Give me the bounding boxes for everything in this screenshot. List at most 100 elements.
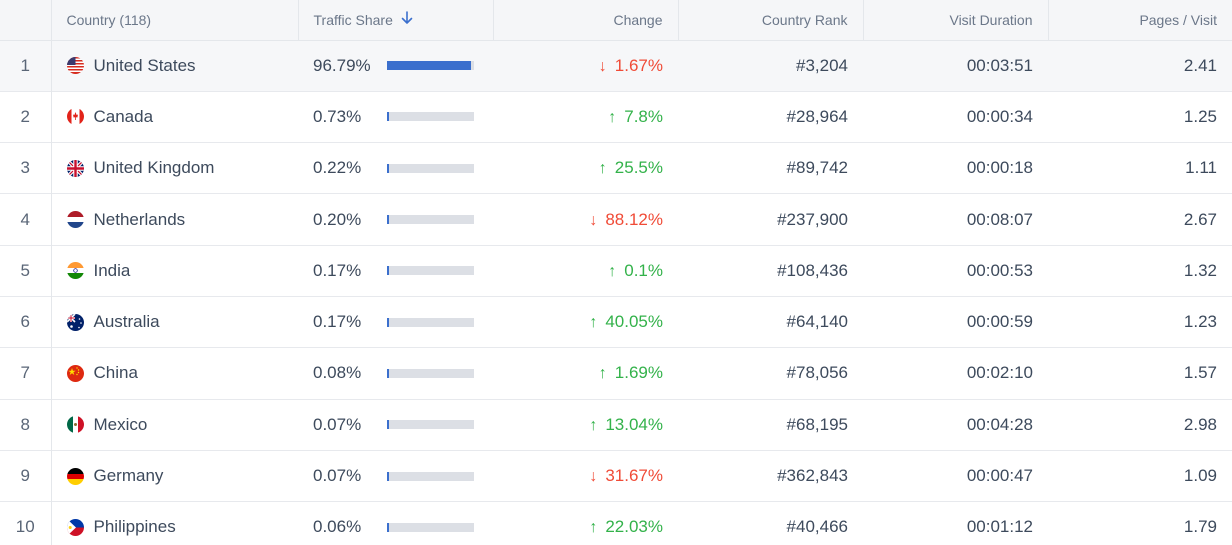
arrow-up-icon: ↑ <box>589 519 598 537</box>
change-cell: ↑ 7.8% <box>493 91 678 142</box>
row-index: 8 <box>0 399 52 451</box>
table-row[interactable]: 1 United States 96.79% ↓ 1.67% #3,204 00:03:51… <box>0 40 1232 92</box>
pages-visit-cell: 1.57 <box>1183 363 1217 383</box>
table-body: 1 United States 96.79% ↓ 1.67% #3,204 00:03:51… <box>0 40 1232 545</box>
table-row[interactable]: 7 China 0.08% ↑ 1.69% #78,056 00:02:10 1.57 <box>0 347 1232 400</box>
row-index: 9 <box>0 450 52 502</box>
arrow-up-icon: ↑ <box>598 365 607 383</box>
change-cell: ↓ 1.67% <box>493 40 678 91</box>
country-cell[interactable]: United States <box>51 40 298 91</box>
country-name[interactable]: China <box>93 363 138 383</box>
change-cell: ↑ 0.1% <box>493 245 678 296</box>
country-cell[interactable]: Philippines <box>51 502 298 545</box>
country-name[interactable]: Philippines <box>93 517 176 537</box>
change-cell: ↓ 88.12% <box>493 194 678 245</box>
country-name[interactable]: Germany <box>93 466 164 486</box>
traffic-share-cell: 0.17% <box>298 245 493 296</box>
country-column-header[interactable]: Country (118) <box>51 0 299 41</box>
country-rank-cell: #40,466 <box>786 517 848 537</box>
pages-visit-cell: 1.23 <box>1183 312 1217 332</box>
sort-descending-icon[interactable] <box>401 11 413 28</box>
pages-visit-cell: 1.09 <box>1183 466 1217 486</box>
change-value: 88.12% <box>605 209 663 229</box>
country-rank-cell: #108,436 <box>777 260 848 280</box>
traffic-share-value: 0.17% <box>313 312 362 332</box>
row-index: 3 <box>0 142 52 194</box>
row-index: 4 <box>0 193 52 246</box>
change-cell: ↑ 22.03% <box>493 502 678 545</box>
table-row[interactable]: 3 United Kingdom 0.22% ↑ 25.5% #89,742 00:00:1… <box>0 142 1232 194</box>
us-flag-icon <box>66 57 84 75</box>
visit-duration-cell: 00:02:10 <box>966 363 1033 383</box>
traffic-share-bar <box>387 163 474 173</box>
change-cell: ↑ 40.05% <box>493 296 678 347</box>
pages-visit-cell: 1.25 <box>1183 106 1217 126</box>
traffic-share-value: 0.07% <box>313 466 362 486</box>
traffic-share-bar <box>387 471 474 481</box>
table-row[interactable]: 6 Australia 0.17% ↑ 40.05% #64,140 00:00:59 1.2… <box>0 296 1232 348</box>
pages-visit-column-header[interactable]: Pages / Visit <box>1048 0 1232 41</box>
country-name[interactable]: Mexico <box>93 414 148 434</box>
table-row[interactable]: 9 Germany 0.07% ↓ 31.67% #362,843 00:00:47 1.09 <box>0 450 1232 502</box>
traffic-share-column-header[interactable]: Traffic Share <box>298 0 494 41</box>
arrow-up-icon: ↑ <box>608 262 617 280</box>
table-row[interactable]: 4 Netherlands 0.20% ↓ 88.12% #237,900 00:08:07… <box>0 193 1232 246</box>
traffic-share-bar <box>387 112 474 122</box>
visit-duration-cell: 00:00:59 <box>966 312 1033 332</box>
country-name[interactable]: Australia <box>93 312 160 332</box>
traffic-share-bar-fill <box>387 266 389 276</box>
traffic-share-cell: 0.17% <box>298 296 493 347</box>
table-row[interactable]: 8 Mexico 0.07% ↑ 13.04% #68,195 00:04:28 2.98 <box>0 399 1232 451</box>
traffic-share-bar-fill <box>387 368 389 378</box>
country-name[interactable]: India <box>93 260 131 280</box>
country-cell[interactable]: Germany <box>51 450 298 501</box>
country-cell[interactable]: China <box>51 348 298 399</box>
arrow-up-icon: ↑ <box>608 108 617 126</box>
change-value: 31.67% <box>605 466 663 486</box>
country-rank-cell: #64,140 <box>786 312 848 332</box>
traffic-share-bar-fill <box>387 61 472 71</box>
table-row[interactable]: 5 India 0.17% ↑ 0.1% #108,436 00:00:53 1.32 <box>0 245 1232 297</box>
visit-duration-cell: 00:00:34 <box>966 106 1033 126</box>
table-row[interactable]: 2 Canada 0.73% ↑ 7.8% #28,964 00:00:34 1.25 <box>0 91 1232 143</box>
country-name[interactable]: United Kingdom <box>93 158 215 178</box>
traffic-share-bar-fill <box>387 317 389 327</box>
nl-flag-icon <box>66 211 84 229</box>
traffic-share-value: 96.79% <box>313 55 371 75</box>
traffic-share-cell: 0.08% <box>298 348 493 399</box>
visit-duration-column-header[interactable]: Visit Duration <box>863 0 1049 41</box>
country-cell[interactable]: Netherlands <box>51 194 298 245</box>
country-rank-column-header[interactable]: Country Rank <box>678 0 864 41</box>
gb-flag-icon <box>66 159 84 177</box>
country-cell[interactable]: Australia <box>51 296 298 347</box>
change-column-header[interactable]: Change <box>493 0 679 41</box>
country-name[interactable]: Canada <box>93 106 154 126</box>
traffic-share-value: 0.73% <box>313 106 362 126</box>
traffic-share-value: 0.20% <box>313 209 362 229</box>
country-cell[interactable]: Mexico <box>51 399 298 450</box>
visit-duration-cell: 00:03:51 <box>966 55 1033 75</box>
traffic-share-value: 0.17% <box>313 260 362 280</box>
table-row[interactable]: 10 Philippines 0.06% ↑ 22.03% #40,466 00:01:12… <box>0 501 1232 545</box>
traffic-share-bar <box>387 215 474 225</box>
traffic-share-cell: 0.07% <box>298 399 493 450</box>
pages-visit-cell: 1.11 <box>1185 158 1217 178</box>
visit-duration-cell: 00:00:53 <box>966 260 1033 280</box>
country-cell[interactable]: United Kingdom <box>51 143 298 194</box>
change-value: 0.1% <box>624 260 663 280</box>
arrow-down-icon: ↓ <box>598 57 607 75</box>
change-cell: ↓ 31.67% <box>493 450 678 501</box>
country-cell[interactable]: Canada <box>51 91 298 142</box>
traffic-share-bar <box>387 522 474 532</box>
change-value: 1.67% <box>614 55 663 75</box>
country-rank-cell: #237,900 <box>777 209 848 229</box>
traffic-share-bar <box>387 368 474 378</box>
country-name[interactable]: United States <box>93 55 196 75</box>
country-name[interactable]: Netherlands <box>93 209 186 229</box>
cn-flag-icon <box>66 364 84 382</box>
traffic-share-cell: 0.06% <box>298 502 493 545</box>
country-cell[interactable]: India <box>51 245 298 296</box>
row-index: 5 <box>0 245 52 297</box>
change-value: 22.03% <box>605 517 663 537</box>
change-value: 40.05% <box>605 312 663 332</box>
